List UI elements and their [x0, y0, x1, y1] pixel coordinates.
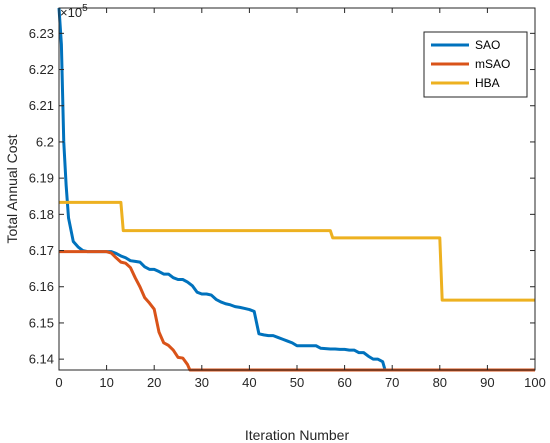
legend: SAO mSAO HBA [423, 31, 528, 98]
y-axis-label: Total Annual Cost [4, 134, 20, 243]
x-tick-label: 60 [337, 375, 351, 390]
x-tick-label: 100 [524, 375, 546, 390]
y-tick-label: 6.19 [29, 171, 54, 186]
y-tick-label: 6.17 [29, 243, 54, 258]
series-line-hba [59, 200, 535, 302]
series-line-msao [59, 250, 535, 372]
x-tick-label: 50 [290, 375, 304, 390]
y-tick-label: 6.16 [29, 279, 54, 294]
y-tick-label: 6.14 [29, 352, 54, 367]
y-tick-label: 6.18 [29, 207, 54, 222]
axes-layer: 0 10 20 30 40 50 60 70 80 90 100 6.14 6.15 6.16 6.17 6.… [29, 7, 546, 390]
legend-label-msao: mSAO [475, 57, 510, 71]
y-tick-label: 6.2 [36, 134, 54, 149]
y-tick-label: 6.23 [29, 26, 54, 41]
x-tick-label: 70 [385, 375, 399, 390]
y-tick-label: 6.15 [29, 315, 54, 330]
y-tick-label: 6.22 [29, 62, 54, 77]
series-layer [57, 7, 535, 372]
x-tick-label: 90 [480, 375, 494, 390]
x-tick-label: 10 [99, 375, 113, 390]
x-tick-label: 30 [195, 375, 209, 390]
x-tick-label: 0 [55, 375, 62, 390]
y-axis-multiplier-base: ×10 [60, 5, 82, 20]
legend-label-sao: SAO [475, 38, 500, 52]
x-axis-label: Iteration Number [245, 427, 350, 443]
legend-label-hba: HBA [475, 76, 500, 90]
x-tick-label: 20 [147, 375, 161, 390]
y-axis-multiplier: ×105 [60, 3, 88, 20]
y-axis-multiplier-exponent: 5 [82, 3, 88, 14]
x-tick-label: 80 [433, 375, 447, 390]
x-tick-label: 40 [242, 375, 256, 390]
y-tick-label: 6.21 [29, 98, 54, 113]
